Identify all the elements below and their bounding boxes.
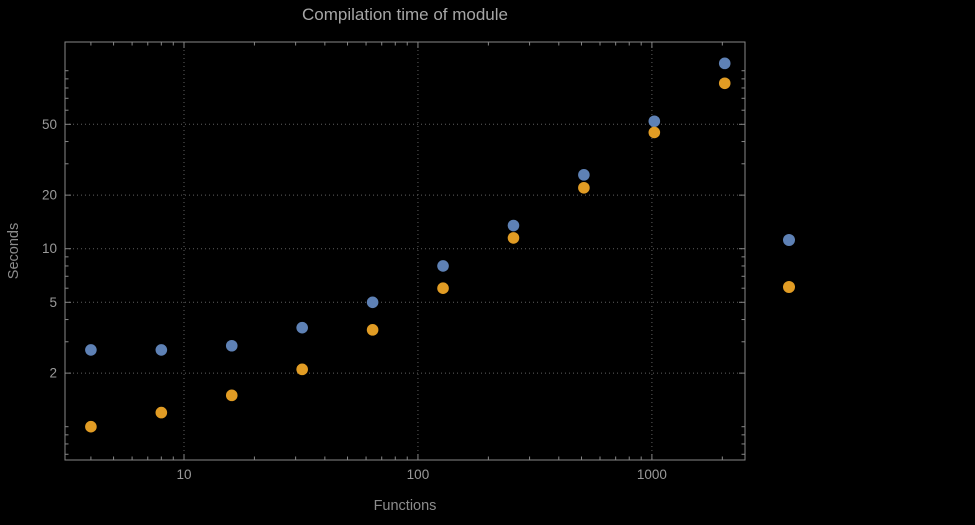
data-point-blue <box>366 296 379 309</box>
x-tick-label: 100 <box>407 467 430 482</box>
data-point-orange <box>85 420 97 433</box>
data-point-orange <box>225 389 238 402</box>
data-point-orange <box>578 181 590 194</box>
y-tick-label: 50 <box>42 117 57 132</box>
y-tick-label: 20 <box>42 188 57 203</box>
data-point-blue <box>296 321 308 334</box>
data-point-blue <box>155 344 168 356</box>
x-axis-label: Functions <box>373 498 437 514</box>
data-point-blue <box>648 115 661 128</box>
data-point-orange <box>155 406 168 419</box>
chart-title: Compilation time of module <box>302 5 508 24</box>
data-point-blue <box>578 169 590 181</box>
legend-marker-orange <box>783 281 795 293</box>
y-tick-label: 10 <box>42 241 57 256</box>
data-point-orange <box>296 363 308 376</box>
data-point-blue <box>225 339 238 352</box>
y-tick-label: 5 <box>49 295 57 310</box>
data-point-orange <box>437 282 449 294</box>
x-tick-label: 10 <box>176 467 191 482</box>
data-point-orange <box>366 324 379 336</box>
data-point-blue <box>507 219 520 232</box>
data-point-orange <box>648 126 661 139</box>
legend-marker-blue <box>783 234 795 246</box>
y-tick-label: 2 <box>49 366 57 381</box>
x-tick-label: 1000 <box>637 467 667 482</box>
data-point-orange <box>718 77 731 90</box>
data-point-blue <box>437 260 449 272</box>
data-point-blue <box>85 344 97 356</box>
data-point-blue <box>718 57 731 70</box>
data-point-orange <box>507 232 520 244</box>
plot-frame <box>64 41 746 461</box>
